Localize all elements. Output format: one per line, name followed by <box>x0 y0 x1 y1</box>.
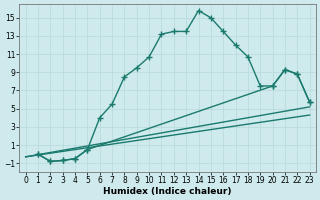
X-axis label: Humidex (Indice chaleur): Humidex (Indice chaleur) <box>103 187 232 196</box>
